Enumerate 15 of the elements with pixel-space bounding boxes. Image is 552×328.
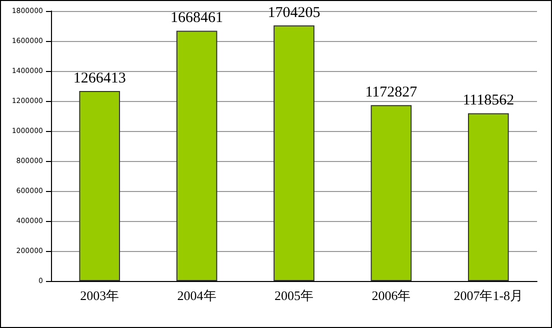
- x-tick-label: 2004年: [177, 288, 216, 303]
- x-tick-label: 2003年: [80, 288, 120, 303]
- x-tick-label: 2006年: [372, 288, 411, 303]
- data-label: 1704205: [268, 4, 320, 21]
- bar: [274, 25, 314, 281]
- bar: [468, 113, 509, 281]
- bar: [370, 105, 412, 281]
- bar: [176, 30, 218, 281]
- data-label: 1172827: [365, 84, 418, 101]
- data-label: 1668461: [170, 10, 224, 26]
- bar: [79, 91, 120, 281]
- x-tick-label: 2007年1-8月: [454, 288, 524, 303]
- x-tick-label: 2005年: [274, 288, 314, 303]
- data-label: 1266413: [73, 70, 126, 87]
- data-label: 1118562: [462, 92, 514, 109]
